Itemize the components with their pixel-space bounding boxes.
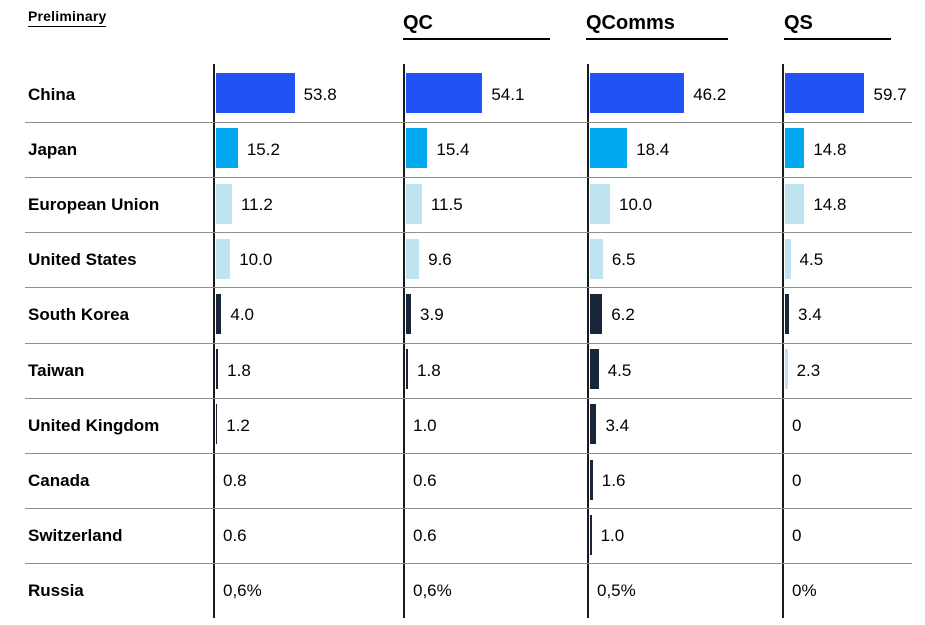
value-label-russia-qs: 0% [792,581,817,601]
value-label-south-korea-qs: 3.4 [798,305,822,325]
value-label-south-korea-qc: 3.9 [420,305,444,325]
value-label-united-states-qcomms: 6.5 [611,250,636,270]
country-label-taiwan: Taiwan [28,360,85,380]
column-header-qcomms: QComms [586,12,728,40]
value-label-european-union-qc: 11.5 [430,195,463,214]
bar-united-states-preliminary [215,238,231,279]
value-label-taiwan-preliminary: 1.8 [227,360,251,380]
value-label-united-states-preliminary: 10.0 [239,250,273,270]
row-separator [25,453,912,454]
value-label-united-kingdom-qs: 0 [792,415,802,435]
value-label-china-qcomms: 46.2 [693,84,727,104]
row-separator [25,563,912,565]
bar-south-korea-qs [784,293,790,334]
column-header-qs: QS [784,12,891,40]
value-label-japan-qcomms: 18.4 [636,139,670,159]
bar-european-union-qs [784,183,805,224]
value-label-switzerland-qs: 0 [792,526,802,546]
row-separator [25,508,912,510]
bar-taiwan-qcomms [589,349,599,390]
bar-united-kingdom-qcomms [589,404,597,445]
row-separator [25,177,912,178]
bar-european-union-preliminary [215,183,232,224]
country-label-european-union: European Union [28,195,160,214]
bar-switzerland-qcomms [589,514,592,555]
bar-china-qcomms [589,73,685,114]
bar-taiwan-qc [405,349,409,390]
column-axis-1 [403,64,405,618]
value-label-china-preliminary: 53.8 [303,84,337,104]
value-label-taiwan-qcomms: 4.5 [607,360,632,380]
country-label-united-kingdom: United Kingdom [28,415,160,435]
value-label-japan-qs: 14.8 [813,139,847,159]
bar-japan-qs [784,128,805,169]
bar-south-korea-preliminary [215,293,222,334]
bar-japan-preliminary [215,128,238,169]
bar-south-korea-qc [405,293,412,334]
bar-japan-qc [405,128,428,169]
bar-china-qs [784,73,865,114]
value-label-canada-qs: 0 [792,471,802,490]
value-label-switzerland-qcomms: 1.0 [600,526,625,546]
value-label-taiwan-qc: 1.8 [417,360,441,380]
bar-taiwan-qs [784,349,788,390]
country-label-russia: Russia [28,581,84,601]
value-label-russia-preliminary: 0,6% [223,581,262,601]
value-label-european-union-qs: 14.8 [813,195,847,214]
row-separator [25,287,912,289]
value-label-china-qs: 59.7 [873,84,907,104]
country-label-south-korea: South Korea [28,305,130,325]
value-label-united-states-qs: 4.5 [799,250,824,270]
country-label-canada: Canada [28,471,90,490]
column-header-qc: QC [403,12,550,40]
value-label-russia-qc: 0,6% [413,581,452,601]
country-label-china: China [28,84,76,104]
value-label-united-kingdom-qc: 1.0 [413,415,437,435]
value-label-japan-qc: 15.4 [436,139,470,159]
value-label-united-kingdom-preliminary: 1.2 [226,415,250,435]
value-label-switzerland-qc: 0.6 [413,526,437,546]
value-label-canada-qc: 0.6 [413,471,437,490]
bar-south-korea-qcomms [589,293,603,334]
country-label-switzerland: Switzerland [28,526,123,546]
bar-china-preliminary [215,73,295,114]
preliminary-label: Preliminary [28,8,107,27]
country-label-japan: Japan [28,139,78,159]
column-axis-2 [587,64,589,618]
row-separator [25,232,912,234]
value-label-russia-qcomms: 0,5% [597,581,636,601]
value-label-european-union-qcomms: 10.0 [619,195,653,214]
value-label-canada-preliminary: 0.8 [223,471,247,490]
column-axis-0 [213,64,215,618]
value-label-south-korea-preliminary: 4.0 [230,305,255,325]
value-label-japan-preliminary: 15.2 [246,139,280,159]
value-label-switzerland-preliminary: 0.6 [223,526,247,546]
bar-china-qc [405,73,483,114]
bar-united-states-qs [784,238,791,279]
bar-european-union-qc [405,183,422,224]
bar-european-union-qcomms [589,183,610,224]
bar-taiwan-preliminary [215,349,219,390]
column-axis-3 [782,64,784,618]
value-label-united-kingdom-qcomms: 3.4 [605,415,630,435]
value-label-united-states-qc: 9.6 [428,250,452,270]
bar-japan-qcomms [589,128,628,169]
bar-united-states-qcomms [589,238,603,279]
country-label-united-states: United States [28,250,137,270]
value-label-european-union-preliminary: 11.2 [240,195,273,214]
value-label-south-korea-qcomms: 6.2 [611,305,635,325]
row-separator [25,342,912,344]
value-label-canada-qcomms: 1.6 [601,471,626,490]
row-separator [25,397,912,399]
bar-united-states-qc [405,238,420,279]
value-label-taiwan-qs: 2.3 [796,360,821,380]
bar-canada-qcomms [589,459,593,500]
value-label-china-qc: 54.1 [491,84,525,104]
bar-united-kingdom-preliminary [215,404,218,445]
row-separator [25,121,912,123]
